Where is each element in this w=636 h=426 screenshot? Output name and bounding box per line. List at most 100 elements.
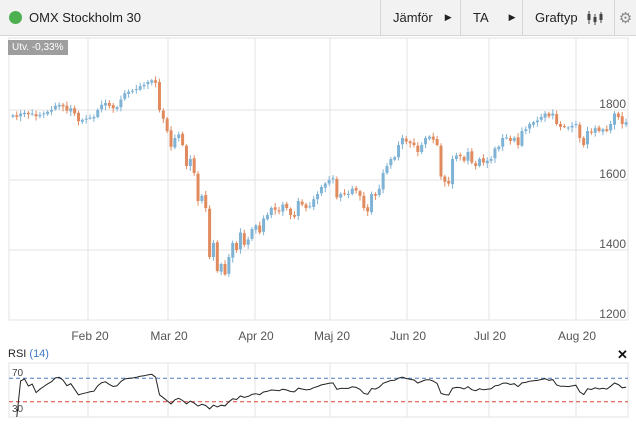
candle-up — [138, 86, 142, 90]
candle-up — [601, 129, 605, 132]
candle-up — [227, 257, 231, 274]
candle-up — [296, 201, 300, 217]
close-icon[interactable]: ✕ — [617, 347, 628, 362]
candle-up — [593, 128, 597, 133]
candle-down — [204, 195, 208, 208]
y-tick-label: 1800 — [599, 97, 626, 111]
compare-button[interactable]: Jämför ▶ — [380, 0, 460, 35]
charttype-label: Graftyp — [535, 10, 578, 25]
candle-up — [57, 104, 61, 107]
candle-up — [53, 105, 57, 110]
candle-down — [416, 145, 420, 152]
candle-up — [269, 208, 273, 215]
candle-up — [574, 124, 578, 126]
candle-down — [154, 80, 158, 83]
candle-down — [208, 208, 212, 257]
candle-down — [366, 207, 370, 212]
candle-up — [377, 188, 381, 196]
candle-up — [613, 113, 617, 125]
x-tick-label: Feb 20 — [71, 329, 109, 343]
candle-up — [566, 127, 570, 129]
candle-down — [181, 133, 185, 145]
candle-up — [493, 148, 497, 159]
charttype-button[interactable]: Graftyp — [522, 0, 614, 35]
candle-down — [192, 158, 196, 173]
candle-up — [308, 206, 312, 208]
candle-down — [589, 131, 593, 133]
candle-up — [539, 117, 543, 120]
candle-up — [489, 159, 493, 161]
candle-down — [215, 242, 219, 271]
candle-down — [242, 233, 246, 245]
candle-up — [80, 119, 84, 122]
x-tick-label: Apr 20 — [238, 329, 274, 343]
candle-down — [597, 127, 601, 131]
candle-up — [173, 138, 177, 148]
candle-up — [250, 229, 254, 239]
status-dot-icon — [9, 11, 22, 24]
x-tick-label: Jun 20 — [389, 329, 427, 343]
x-tick-label: Aug 20 — [557, 329, 597, 343]
candle-down — [358, 191, 362, 196]
candle-up — [84, 118, 88, 120]
candle-down — [443, 176, 447, 182]
candle-up — [22, 112, 26, 115]
candle-up — [624, 122, 628, 125]
rsi-level-label: 70 — [12, 368, 24, 379]
triangle-right-icon: ▶ — [508, 12, 516, 22]
candle-down — [435, 139, 439, 145]
candle-up — [219, 264, 223, 272]
candle-up — [323, 183, 327, 188]
candle-up — [327, 180, 331, 184]
candle-up — [46, 111, 50, 115]
candle-up — [512, 138, 516, 141]
candle-down — [65, 105, 69, 111]
candle-up — [30, 113, 34, 115]
candle-up — [370, 194, 374, 213]
candle-down — [481, 158, 485, 163]
candle-down — [354, 188, 358, 191]
gear-icon[interactable]: ⚙ — [614, 0, 636, 35]
candle-down — [562, 126, 566, 128]
candle-up — [262, 218, 266, 232]
candle-up — [609, 124, 613, 131]
candle-down — [157, 82, 161, 110]
chart-header: OMX Stockholm 30 Jämför ▶ TA ▶ Graftyp ⚙ — [0, 0, 636, 36]
candle-up — [535, 120, 539, 123]
candle-up — [385, 166, 389, 173]
ta-button[interactable]: TA ▶ — [460, 0, 522, 35]
candle-down — [161, 110, 165, 119]
candle-down — [412, 142, 416, 145]
candle-down — [373, 194, 377, 196]
candle-down — [404, 138, 408, 142]
candle-down — [343, 193, 347, 195]
candle-down — [223, 264, 227, 275]
candle-down — [304, 204, 308, 208]
candle-up — [478, 159, 482, 166]
candle-up — [389, 159, 393, 166]
candle-up — [238, 232, 242, 250]
candle-down — [76, 112, 80, 122]
candle-up — [381, 173, 385, 190]
candle-down — [616, 113, 620, 117]
candle-down — [439, 145, 443, 177]
candle-down — [184, 145, 188, 166]
candle-down — [235, 243, 239, 250]
candle-down — [169, 130, 173, 147]
candle-up — [146, 82, 150, 85]
candle-down — [26, 112, 30, 115]
candle-down — [111, 105, 115, 109]
candle-up — [532, 122, 536, 125]
candle-down — [165, 118, 169, 131]
candle-up — [312, 199, 316, 207]
candle-down — [34, 114, 38, 117]
candle-down — [61, 104, 65, 107]
compare-label: Jämför — [393, 10, 433, 25]
candle-down — [578, 124, 582, 138]
candle-up — [127, 91, 131, 94]
candle-down — [277, 210, 281, 212]
candle-up — [115, 107, 119, 109]
candle-down — [408, 141, 412, 144]
candle-up — [346, 194, 350, 195]
